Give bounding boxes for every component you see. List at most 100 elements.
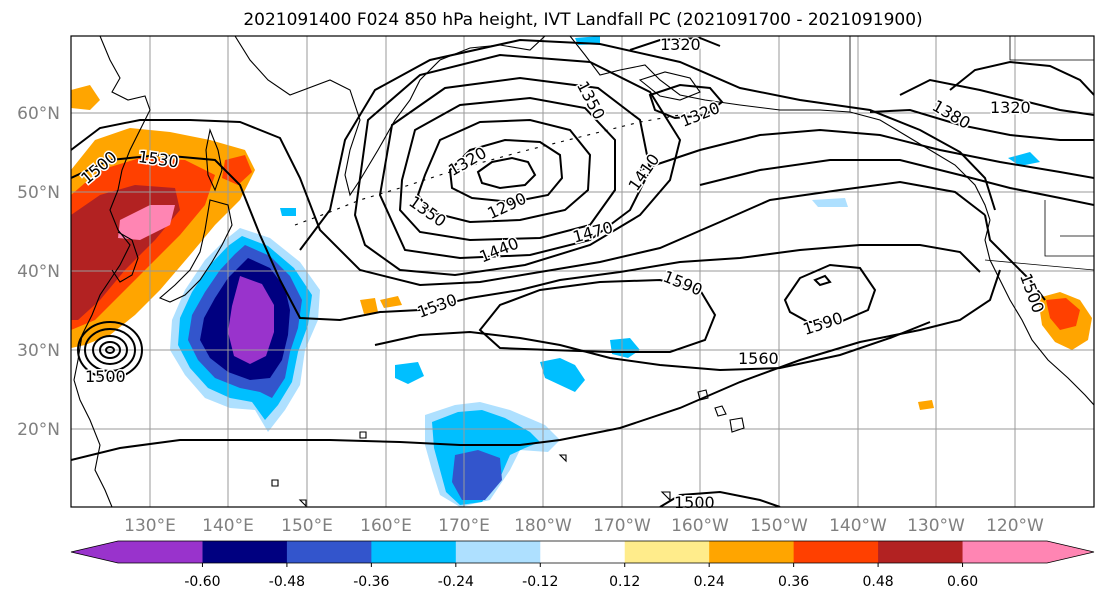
colorbar-tick-label: -0.36 — [353, 574, 389, 590]
contour-1590-west — [478, 278, 717, 353]
colorbar-tick-label: -0.60 — [184, 574, 220, 590]
contour-1500-south — [659, 490, 781, 507]
colorbar-tick-label: 0.48 — [863, 574, 894, 590]
positive-anomaly-patch-1 — [360, 298, 378, 314]
colorbar-tick-label: 0.24 — [694, 574, 725, 590]
colorbar-swatch — [202, 541, 288, 563]
coastline-japan — [158, 199, 233, 303]
contour-1380-ne — [869, 108, 1094, 141]
map-panel: 1320 1350 1320 1380 1320 1410 1320 1290 … — [70, 34, 1095, 514]
typhoon-contour-1 — [99, 341, 122, 359]
colorbar-swatch — [540, 541, 626, 563]
lon-label: 140°W — [829, 516, 887, 536]
contour-1470 — [299, 38, 996, 251]
coastline-alaska — [569, 36, 991, 221]
colorbar-swatches — [71, 541, 1094, 563]
contour-1320-alaska — [648, 83, 724, 120]
contour-label: 1320 — [990, 98, 1031, 117]
positive-anomaly-small2 — [71, 85, 100, 110]
typhoon-contour-2 — [92, 335, 129, 365]
latitude-labels: 60°N 50°N 40°N 30°N 20°N — [17, 104, 60, 440]
pacific-islands — [271, 431, 671, 507]
contour-1380-low — [398, 96, 616, 242]
typhoon-contour-4 — [77, 321, 144, 379]
contour-1440 — [353, 53, 682, 277]
colorbar-swatch — [371, 541, 457, 563]
contour-1530 — [71, 153, 981, 322]
map-frame — [70, 35, 1095, 508]
lat-label: 20°N — [17, 420, 60, 440]
coastline-korea — [111, 231, 139, 283]
colorbar-tick-label: 0.36 — [778, 574, 809, 590]
lon-label: 140°E — [202, 516, 254, 536]
contour-1320-top — [629, 36, 721, 51]
lon-label: 150°E — [281, 516, 333, 536]
coastline-kamchatka — [234, 36, 546, 197]
negative-anomaly-patch-4 — [812, 198, 848, 207]
longitude-labels: 130°E 140°E 150°E 160°E 170°E 180°W 170°… — [124, 516, 1044, 536]
contour-label: 1320 — [660, 35, 701, 54]
contour-1560 — [71, 269, 1001, 461]
colorbar: -0.60 -0.48 -0.36 -0.24 -0.12 0.12 0.24 0.36 0.4… — [70, 540, 1095, 590]
typhoon-contour-3 — [84, 328, 137, 372]
contour-label: 1560 — [738, 349, 779, 368]
lon-label: 120°W — [986, 516, 1044, 536]
lon-label: 150°W — [750, 516, 808, 536]
colorbar-tick-label: -0.12 — [522, 574, 558, 590]
hawaii-islands — [697, 389, 745, 433]
coastline-north-america — [984, 219, 1094, 406]
colorbar-tick-label: -0.24 — [438, 574, 474, 590]
lat-label: 50°N — [17, 183, 60, 203]
coastline-asia — [73, 36, 151, 507]
colorbar-swatch — [624, 541, 710, 563]
height-contours — [71, 36, 1094, 507]
contour-label: 1500 — [85, 367, 126, 386]
coastline-sakhalin — [205, 128, 223, 192]
contour-1500-e — [984, 214, 1046, 301]
negative-anomaly-japan-purple — [228, 276, 274, 364]
contour-1320-ne — [949, 60, 1094, 96]
colorbar-swatch — [455, 541, 541, 563]
contour-1500-north — [71, 119, 986, 287]
lon-label: 130°W — [907, 516, 965, 536]
contour-label: 1500 — [674, 493, 715, 512]
lat-label: 60°N — [17, 104, 60, 124]
coastline-alaska-north — [638, 71, 701, 101]
contour-1290 — [476, 156, 537, 190]
lon-label: 180°W — [514, 516, 572, 536]
contour-1350-ne — [899, 78, 1094, 116]
colorbar-swatch — [878, 541, 964, 563]
contour-1560-inner — [374, 321, 931, 372]
contour-1590-east — [783, 263, 877, 323]
colorbar-tick-label: -0.48 — [269, 574, 305, 590]
contour-1410-low — [378, 76, 652, 260]
positive-anomaly-patch-3 — [918, 400, 934, 410]
colorbar-swatch — [286, 541, 372, 563]
negative-anomaly-patch-2 — [540, 358, 585, 392]
colorbar-extend-min — [71, 541, 203, 563]
lat-label: 40°N — [17, 262, 60, 282]
contour-1350-low — [416, 118, 592, 224]
colorbar-tick-label: 0.60 — [947, 574, 978, 590]
colorbar-extend-max — [962, 541, 1094, 563]
lat-label: 30°N — [17, 341, 60, 361]
lon-label: 160°E — [360, 516, 412, 536]
negative-anomaly-patch-7 — [280, 208, 296, 216]
colorbar-swatch — [709, 541, 795, 563]
political-borders — [849, 36, 1094, 271]
contour-1320-low — [448, 138, 564, 204]
colorbar-swatch — [793, 541, 879, 563]
lon-label: 160°W — [671, 516, 729, 536]
colorbar-tick-label: 0.12 — [609, 574, 640, 590]
map-title: 2021091400 F024 850 hPa height, IVT Land… — [243, 10, 922, 30]
positive-anomaly-california-red — [1046, 298, 1080, 330]
colorbar-outline — [70, 540, 1095, 564]
contour-1590-tiny — [813, 274, 832, 287]
coastlines — [73, 36, 1094, 507]
contour-1440-ne — [699, 159, 1094, 206]
negative-anomaly-patch-1 — [395, 362, 424, 384]
lon-label: 170°W — [593, 516, 651, 536]
positive-anomaly-small — [222, 155, 252, 185]
lon-label: 130°E — [124, 516, 176, 536]
